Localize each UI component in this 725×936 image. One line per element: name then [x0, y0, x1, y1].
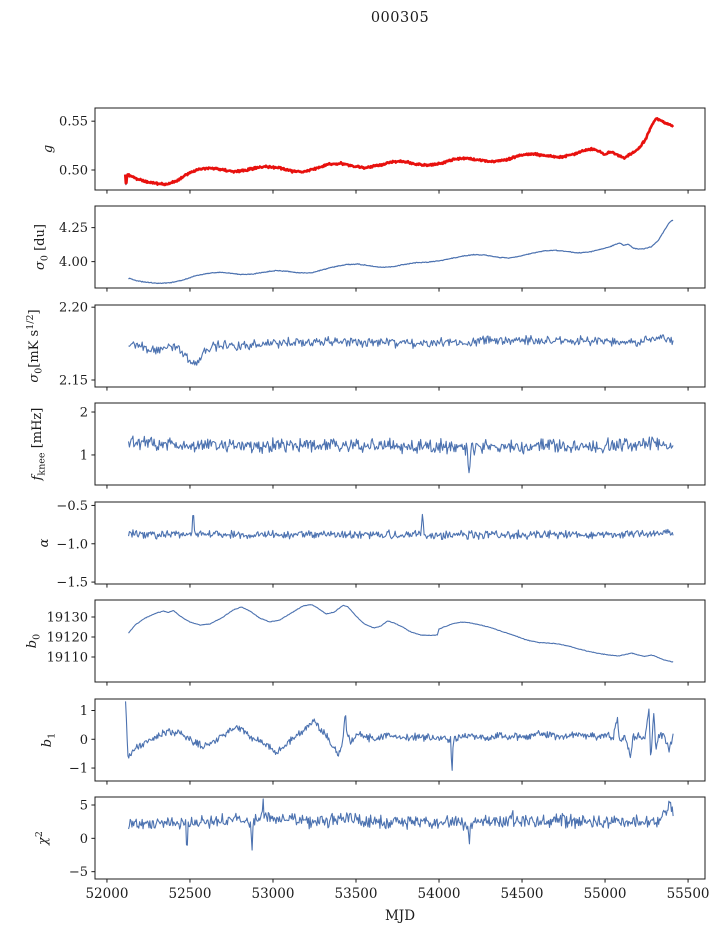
x-ticks-sigma0-du — [106, 288, 689, 292]
panel-chi2: −5 0 5 χ2 52000 52500 53000 53500 54000 54500 5500… — [34, 796, 710, 924]
series-noisy-line-f-knee — [127, 435, 674, 474]
panel-border-g — [94, 107, 706, 191]
x-axis-label: MJD — [385, 908, 415, 924]
y-tick-label: −1.5 — [56, 576, 88, 591]
panel-g: 0.50 0.55 g — [41, 107, 706, 194]
x-tick-label: 54000 — [418, 886, 461, 902]
panel-sigma0-mks: 2.15 2.20 σ0[mK s1/2] — [25, 301, 706, 391]
y-tick-label: −1.0 — [56, 537, 88, 552]
y-tick-label: −0.5 — [56, 499, 88, 514]
y-ticks-sigma0-mks: 2.15 2.20 — [59, 301, 95, 389]
plot-area-sigma0-du — [128, 219, 674, 285]
x-tick-label: 53000 — [252, 886, 295, 902]
series-model-line-b0 — [128, 604, 674, 663]
x-tick-label: 55500 — [667, 886, 710, 902]
panel-border-sigma0-mks — [94, 304, 706, 388]
series-noisy-line-b1 — [125, 701, 674, 771]
x-ticks-f-knee — [106, 485, 689, 489]
y-tick-label: −1 — [69, 762, 88, 777]
panel-border-sigma0-du — [94, 205, 706, 289]
y-tick-label: 2 — [80, 406, 88, 421]
y-ticks-alpha: −0.5 −1.0 −1.5 — [56, 499, 95, 591]
panel-border-f-knee — [94, 402, 706, 486]
y-tick-label: 19110 — [47, 651, 88, 666]
figure-title: 000305 — [370, 10, 430, 26]
y-tick-label: 4.00 — [59, 255, 88, 270]
y-tick-label: −5 — [69, 865, 88, 880]
y-axis-label-sigma0-du: σ0 [du] — [33, 224, 51, 270]
y-axis-label-b0: b0 — [25, 634, 43, 648]
series-noisy-line-sigma0-mks — [128, 334, 674, 366]
plot-area-b0 — [128, 604, 674, 663]
series-raw-data-overlay-g — [123, 117, 675, 187]
plot-area-chi2 — [128, 798, 674, 851]
x-tick-labels: 52000 52500 53000 53500 54000 54500 55000 55500 — [85, 886, 709, 902]
x-ticks-alpha — [106, 584, 689, 588]
y-tick-label: 1 — [80, 448, 88, 463]
plot-area-b1 — [125, 701, 674, 771]
y-tick-label: 0 — [80, 832, 88, 847]
y-axis-label-alpha: α — [37, 538, 52, 547]
x-tick-label: 54500 — [501, 886, 544, 902]
y-axis-label-sigma0-mks: σ0[mK s1/2] — [25, 309, 45, 382]
y-tick-label: 2.20 — [59, 301, 88, 316]
y-tick-label: 5 — [80, 799, 88, 814]
x-ticks-b1 — [106, 781, 689, 785]
y-tick-label: 19120 — [47, 631, 88, 646]
y-axis-label-f-knee: fknee [mHz] — [30, 408, 48, 482]
x-tick-label: 55000 — [584, 886, 627, 902]
series-model-line-sigma0-du — [128, 219, 674, 285]
x-ticks-sigma0-mks — [106, 387, 689, 391]
y-axis-label-g: g — [41, 145, 56, 153]
x-tick-label: 53500 — [335, 886, 378, 902]
panel-border-b1 — [94, 698, 706, 782]
panel-b0: 19110 19120 19130 b0 — [25, 599, 706, 686]
y-ticks-g: 0.50 0.55 — [59, 115, 95, 178]
x-ticks-b0 — [106, 682, 689, 686]
y-tick-label: 0.55 — [59, 115, 88, 130]
panel-border-alpha — [94, 501, 706, 585]
y-tick-label: 19130 — [47, 611, 88, 626]
panel-alpha: −0.5 −1.0 −1.5 α — [37, 499, 706, 591]
y-tick-label: 0 — [80, 733, 88, 748]
x-tick-label: 52000 — [85, 886, 128, 902]
panel-sigma0-du: 4.00 4.25 σ0 [du] — [33, 205, 706, 292]
y-tick-label: 2.15 — [59, 374, 88, 389]
y-ticks-chi2: −5 0 5 — [69, 799, 95, 880]
y-ticks-b1: −1 0 1 — [69, 704, 95, 777]
plot-area-alpha — [127, 513, 674, 541]
y-ticks-b0: 19110 19120 19130 — [47, 611, 95, 666]
y-axis-label-chi2: χ2 — [34, 831, 51, 846]
series-noisy-line-alpha — [127, 513, 674, 541]
plot-area-f-knee — [127, 435, 674, 474]
plot-area-g — [123, 117, 675, 187]
x-ticks-chi2 — [106, 879, 689, 883]
y-tick-label: 0.50 — [59, 163, 88, 178]
x-ticks-g — [106, 190, 689, 194]
x-tick-label: 52500 — [168, 886, 211, 902]
y-tick-label: 1 — [80, 704, 88, 719]
plot-area-sigma0-mks — [128, 334, 674, 366]
series-noisy-line-chi2 — [128, 798, 674, 851]
y-axis-label-b1: b1 — [40, 733, 58, 747]
panel-border-b0 — [94, 599, 706, 683]
series-model-line-g — [124, 117, 674, 186]
y-ticks-sigma0-du: 4.00 4.25 — [59, 221, 95, 270]
y-ticks-f-knee: 12 — [80, 406, 95, 463]
y-tick-label: 4.25 — [59, 221, 88, 236]
panel-b1: −1 0 1 b1 — [40, 698, 706, 785]
